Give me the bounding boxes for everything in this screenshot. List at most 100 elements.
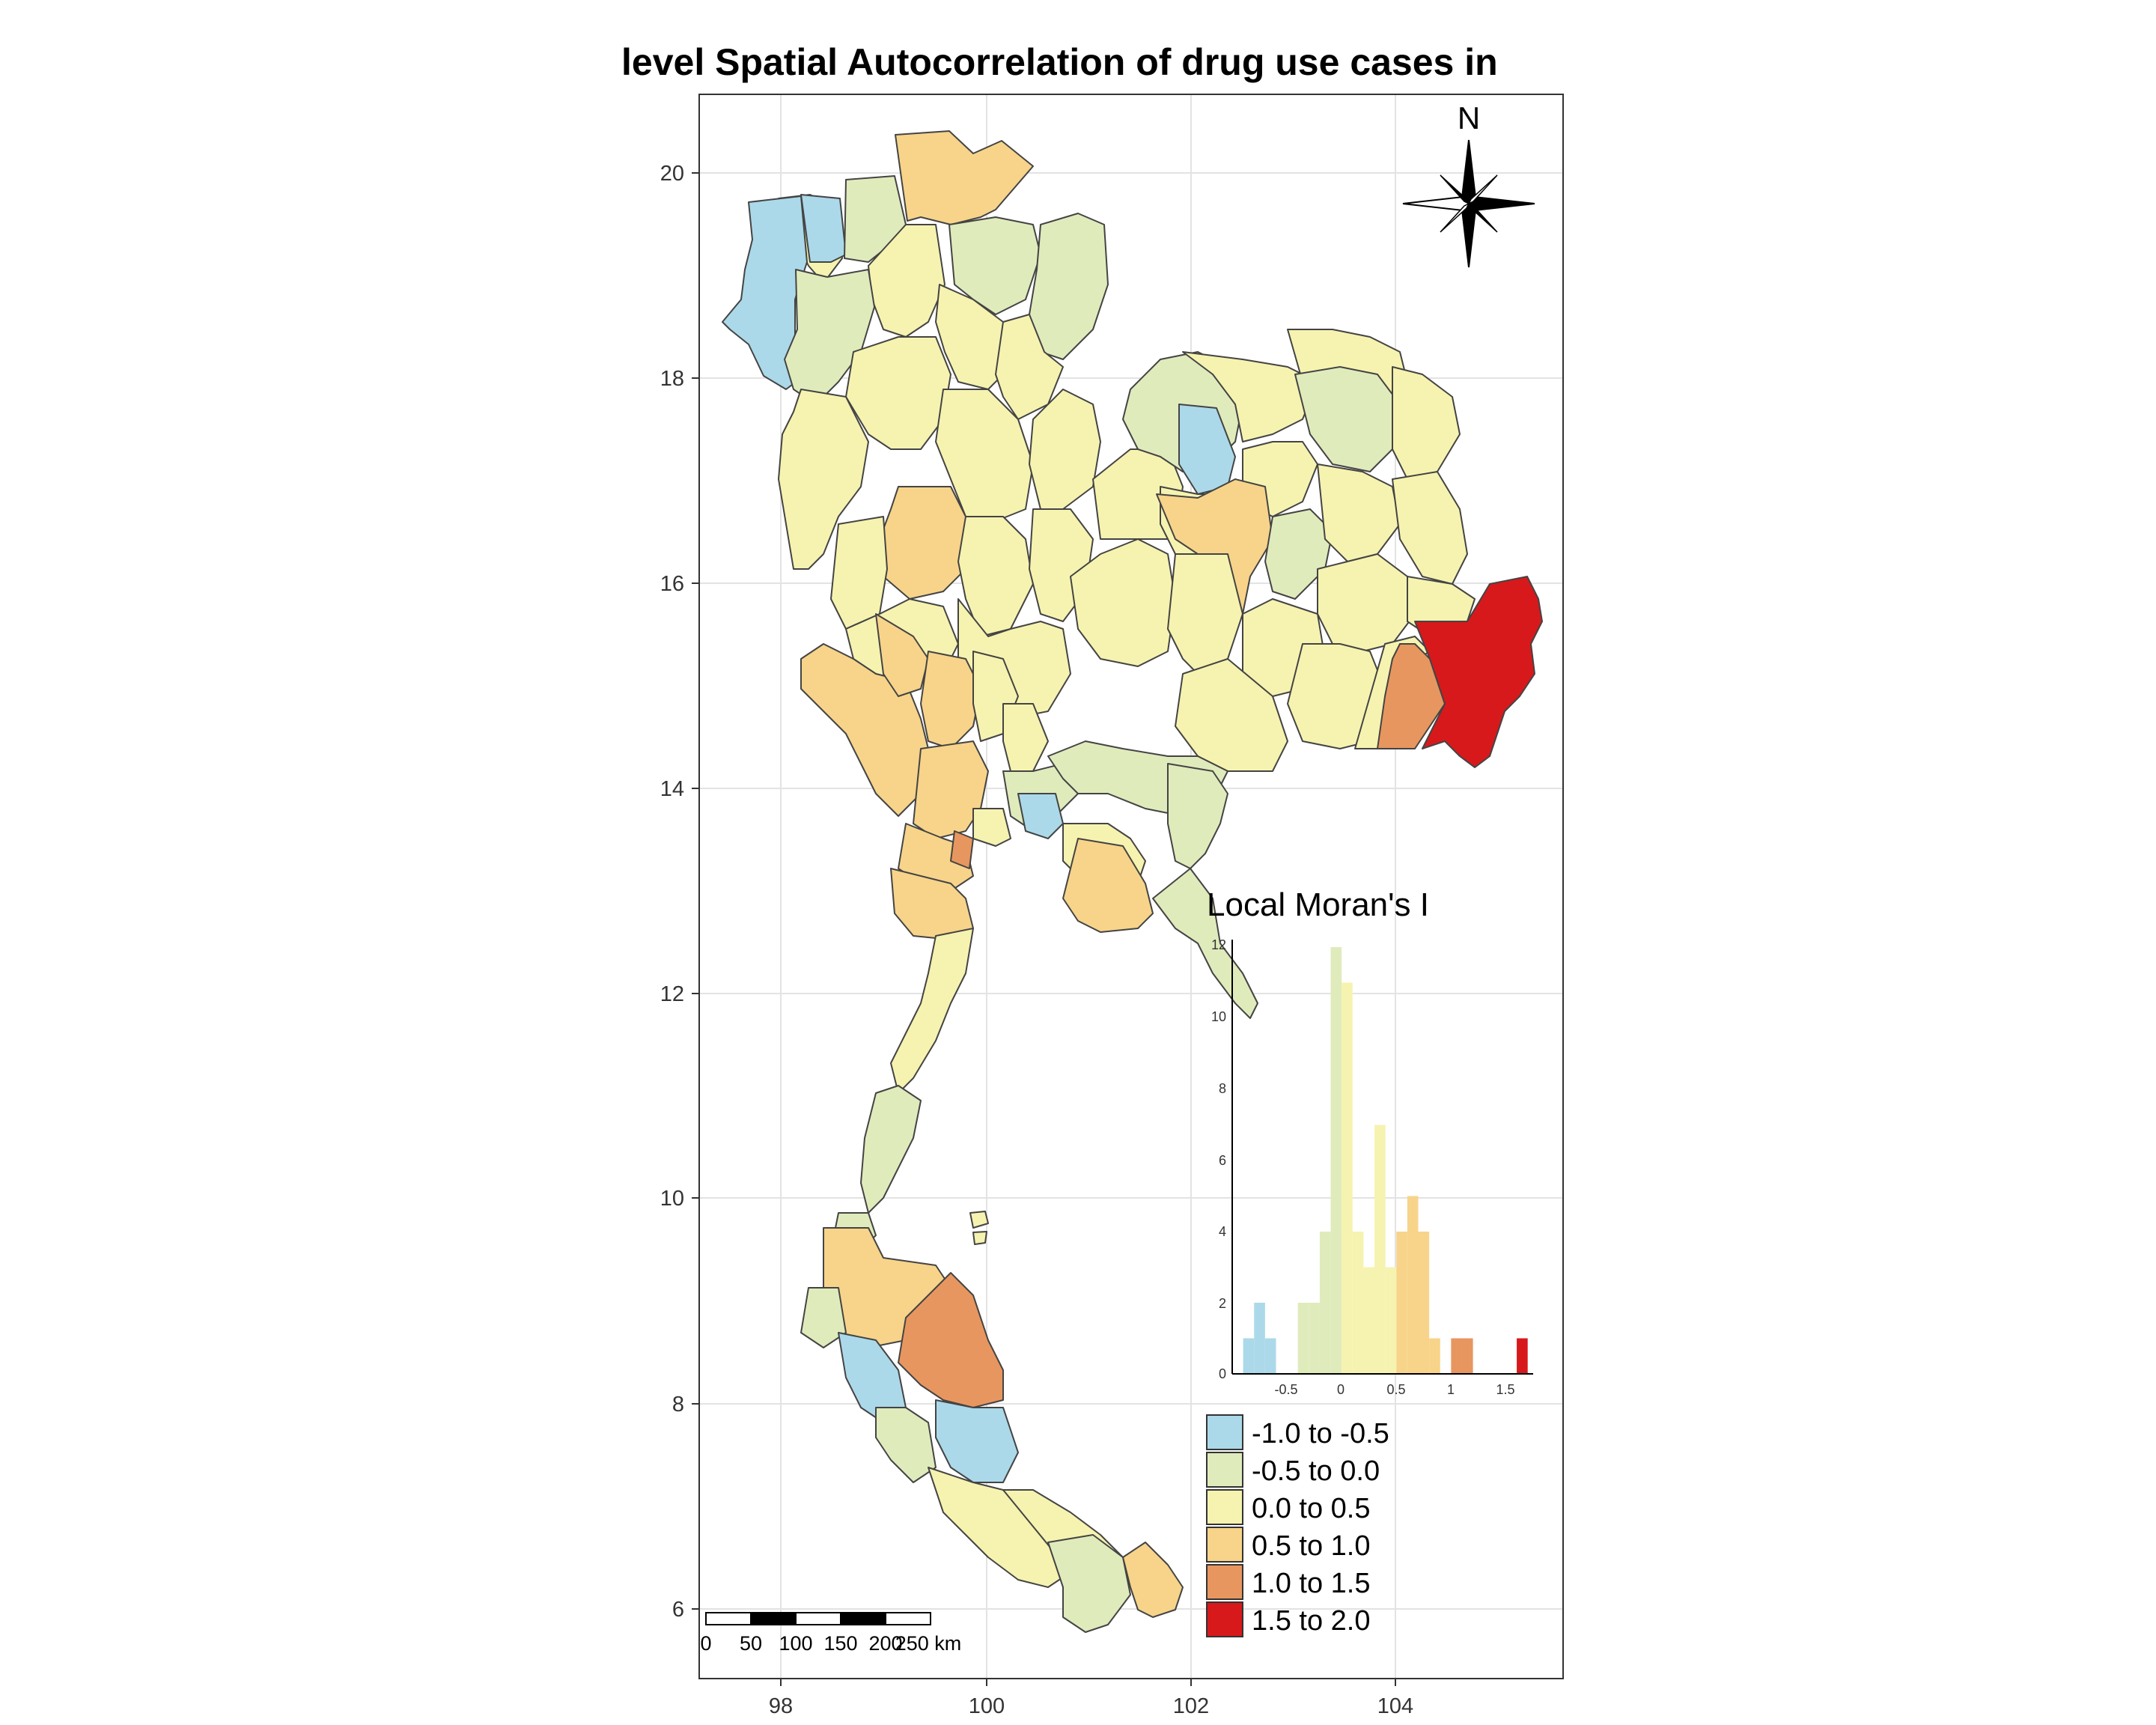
province-region (890, 928, 974, 1094)
x-axis (780, 1679, 1396, 1686)
north-arrow: N (1402, 100, 1535, 268)
inset-y-tick-label: 10 (1211, 1009, 1226, 1024)
legend: -1.0 to -0.5 -0.5 to 0.0 0.0 to 0.5 0.5 … (1206, 1414, 1389, 1637)
legend-swatch (1206, 1601, 1243, 1637)
histogram-bar (1407, 1196, 1419, 1374)
inset-histogram: Local Moran's I 12 10 8 6 4 2 0 -0.5 0 0… (1207, 886, 1533, 1397)
legend-swatch (1206, 1489, 1243, 1525)
histogram-bar (1254, 1303, 1265, 1374)
province-region (928, 1467, 1071, 1588)
legend-label: 0.0 to 0.5 (1252, 1493, 1370, 1524)
inset-y-tick-label: 12 (1211, 937, 1226, 952)
province-region (778, 389, 869, 570)
province-region (875, 613, 929, 697)
legend-swatch (1206, 1414, 1243, 1450)
inset-y-tick-label: 6 (1219, 1153, 1226, 1168)
province-region (784, 269, 875, 405)
y-axis (692, 172, 699, 1610)
histogram-bar (1342, 982, 1353, 1374)
province-region (1029, 389, 1101, 510)
inset-title: Local Moran's I (1207, 886, 1429, 923)
scale-bar-label: 250 km (895, 1632, 962, 1655)
histogram-bar (1297, 1303, 1309, 1374)
province-region (1175, 658, 1288, 772)
province-region (1264, 508, 1333, 600)
histogram-bar (1319, 1232, 1331, 1374)
histogram-bar (1429, 1338, 1440, 1374)
province-region (800, 1287, 847, 1348)
province-region (830, 516, 888, 630)
province-region (898, 1272, 1004, 1408)
island (969, 1211, 989, 1229)
province-region (1317, 553, 1416, 652)
inset-x-tick-label: 0.5 (1386, 1382, 1405, 1397)
inset-x-tick-label: 1 (1447, 1382, 1455, 1397)
inset-x-tick-label: 0 (1337, 1382, 1345, 1397)
x-tick-label: 98 (769, 1694, 793, 1718)
province-region (935, 389, 1034, 525)
x-tick-label: 100 (969, 1694, 1005, 1718)
legend-swatch (1206, 1527, 1243, 1563)
province-region (1317, 463, 1401, 562)
scale-bar-label: 200 (868, 1632, 902, 1655)
histogram-bar (1374, 1125, 1386, 1374)
inset-y-tick-label: 8 (1219, 1081, 1226, 1096)
north-arrow-label: N (1458, 100, 1480, 136)
scale-bar-label: 150 (823, 1632, 857, 1655)
histogram-bar (1461, 1338, 1473, 1374)
y-tick-label: 8 (672, 1393, 684, 1417)
histogram-bar (1264, 1338, 1276, 1374)
province-region (800, 194, 847, 263)
province-region (1029, 213, 1109, 360)
island (972, 1231, 987, 1245)
province-region (1122, 1542, 1184, 1618)
province-region (972, 808, 1011, 847)
province-region (1392, 366, 1461, 480)
province-region (895, 130, 1034, 225)
province-region (1017, 793, 1064, 839)
histogram-bar (1309, 1303, 1320, 1374)
y-tick-label: 14 (660, 777, 684, 801)
histogram-bar (1517, 1338, 1528, 1374)
histogram-bar (1385, 1267, 1397, 1374)
histogram-bar (1363, 1267, 1375, 1374)
province-region (1156, 478, 1273, 622)
legend-swatch (1206, 1564, 1243, 1600)
legend-label: -0.5 to 0.0 (1252, 1455, 1380, 1487)
province-region (1392, 471, 1468, 585)
province-region (845, 336, 951, 450)
y-tick-label: 12 (660, 982, 684, 1006)
x-tick-label: 104 (1377, 1694, 1413, 1718)
y-tick-label: 16 (660, 572, 684, 596)
province-region (950, 830, 974, 869)
province-region (1047, 1534, 1131, 1633)
province-region (1414, 576, 1543, 768)
legend-label: 1.5 to 2.0 (1252, 1605, 1370, 1637)
inset-x-tick-label: -0.5 (1274, 1382, 1297, 1397)
province-region (1062, 838, 1154, 933)
y-tick-label: 20 (660, 162, 684, 186)
legend-label: 1.0 to 1.5 (1252, 1568, 1370, 1599)
provinces (722, 130, 1543, 1633)
scale-bar-label: 50 (740, 1632, 762, 1655)
histogram-bar (1330, 947, 1342, 1374)
legend-swatch (1206, 1452, 1243, 1488)
histogram-bar (1451, 1338, 1462, 1374)
scale-bar-label: 0 (700, 1632, 711, 1655)
province-region (1182, 351, 1318, 442)
legend-label: -1.0 to -0.5 (1252, 1418, 1389, 1449)
scale-bar-label: 100 (779, 1632, 812, 1655)
histogram-bar (1352, 1232, 1364, 1374)
inset-x-tick-label: 1.5 (1496, 1382, 1514, 1397)
y-tick-label: 6 (672, 1598, 684, 1622)
histogram-bar (1418, 1232, 1430, 1374)
y-tick-label: 18 (660, 367, 684, 391)
inset-y-tick-label: 4 (1219, 1224, 1226, 1239)
y-tick-label: 10 (660, 1187, 684, 1211)
province-region (948, 216, 1041, 315)
histogram-bar (1243, 1338, 1255, 1374)
province-region (879, 486, 970, 600)
province-region (875, 1407, 937, 1483)
scale-bar: 0 50 100 150 200 250 km (700, 1612, 962, 1655)
